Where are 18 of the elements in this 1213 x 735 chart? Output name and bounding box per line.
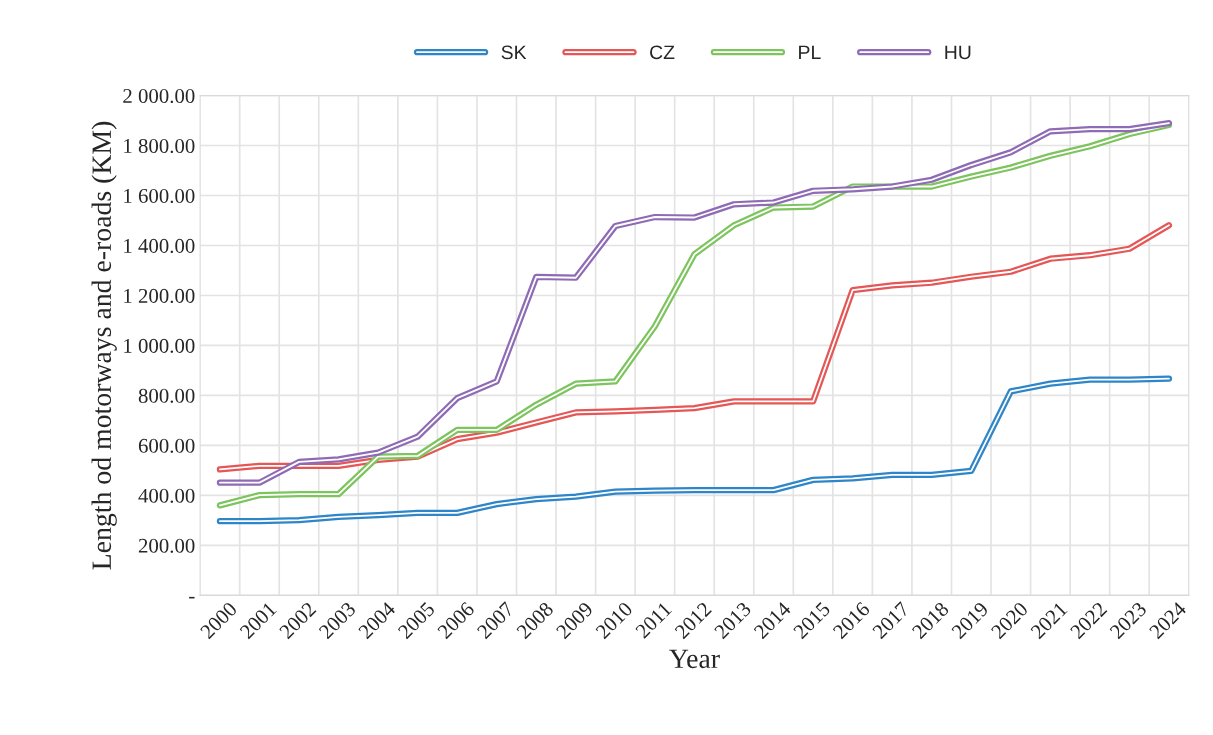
y-tick-label: 200.00 <box>138 538 195 553</box>
legend-label: CZ <box>650 45 675 60</box>
y-tick-label: 2 000.00 <box>123 88 195 104</box>
y-tick-label: 1 800.00 <box>124 138 195 154</box>
legend-label: SK <box>501 45 527 60</box>
y-tick-label: 1 600.00 <box>124 188 195 204</box>
y-axis-title: Length od motorways and e-roads (KM) <box>91 121 117 570</box>
y-tick-label: 1 200.00 <box>124 288 195 303</box>
x-axis-title: Year <box>669 649 720 669</box>
legend-label: HU <box>945 45 971 60</box>
y-tick-label: 600.00 <box>138 438 195 453</box>
y-tick-label: 800.00 <box>138 388 195 403</box>
y-tick-label: - <box>189 596 195 599</box>
y-tick-label: 1 000.00 <box>124 338 195 353</box>
x-tick-label: 2021 <box>1030 601 1068 640</box>
legend-label: PL <box>799 45 821 60</box>
y-tick-label: 1 400.00 <box>124 238 195 254</box>
y-tick-label: 400.00 <box>138 488 195 503</box>
